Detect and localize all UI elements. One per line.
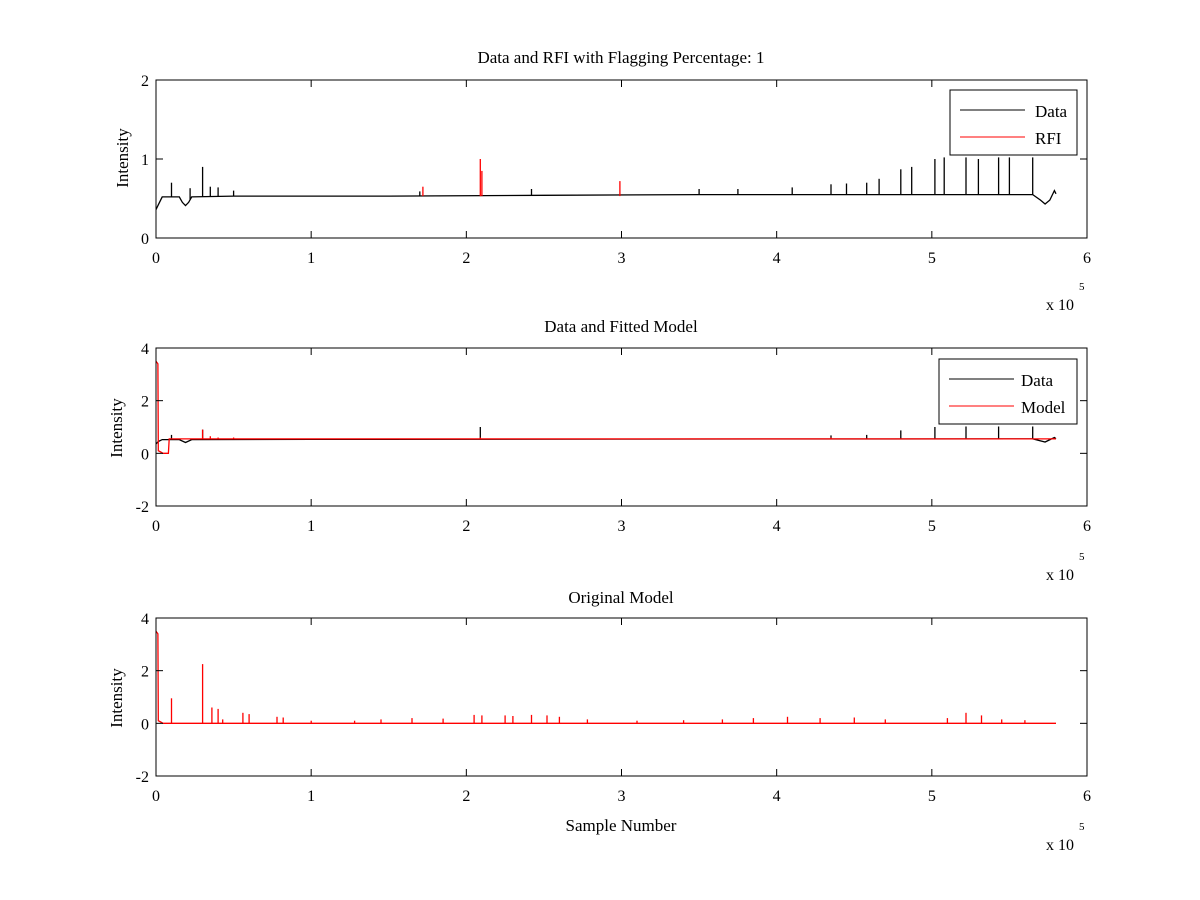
panel-1-ytick-label: 2	[141, 73, 149, 90]
panel-2-x-scale-label: x 10	[1046, 567, 1074, 584]
panel-1-xtick-label: 1	[307, 250, 315, 267]
panel-2-ylabel: Intensity	[107, 398, 126, 458]
panel-1-axes-frame	[155, 79, 1088, 239]
panel-1-legend-box	[949, 89, 1078, 156]
panel-1-ytick-label: 0	[141, 231, 149, 248]
panel-3-xtick-label: 5	[928, 788, 936, 805]
panel-3-ylabel: Intensity	[107, 668, 126, 728]
panel-2-xtick-label: 5	[928, 518, 936, 535]
panel-1-legend-label-rfi: RFI	[1035, 129, 1062, 148]
panel-2-title: Data and Fitted Model	[544, 317, 698, 336]
panel-3-xtick-label: 4	[773, 788, 781, 805]
panel-3-xtick-label: 2	[462, 788, 470, 805]
panel-1-ylabel: Intensity	[113, 128, 132, 188]
panel-2-xtick-label: 0	[152, 518, 160, 535]
panel-1-x-scale-label: x 10	[1046, 297, 1074, 314]
panel-1-xtick-label: 2	[462, 250, 470, 267]
panel-3-xticks: 0 1 2 3 4 5 6	[152, 618, 1091, 805]
panel-1-xtick-label: 6	[1083, 250, 1091, 267]
panel-1-xtick-label: 3	[618, 250, 626, 267]
panel-1-ytick-label: 1	[141, 152, 149, 169]
panel-1-xticks: 0 1 2 3 4 5 6	[152, 80, 1091, 267]
panel-2-axes-frame	[155, 347, 1088, 507]
panel-2-ytick-label: 4	[141, 341, 149, 358]
panel-3-title: Original Model	[568, 588, 674, 607]
panel-3-xtick-label: 6	[1083, 788, 1091, 805]
panel-1-plot	[155, 157, 1057, 210]
panel-3-axes-frame	[155, 617, 1088, 777]
panel-2-legend-box	[938, 358, 1078, 425]
panel-3-xtick-label: 3	[618, 788, 626, 805]
panel-2-ytick-label: 0	[141, 446, 149, 463]
panel-3-xtick-label: 0	[152, 788, 160, 805]
panel-2-xtick-label: 2	[462, 518, 470, 535]
panel-3-ytick-label: -2	[136, 769, 149, 786]
panel-1-xtick-label: 5	[928, 250, 936, 267]
panel-3-xtick-label: 1	[307, 788, 315, 805]
panel-1-title: Data and RFI with Flagging Percentage: 1	[477, 48, 764, 67]
panel-2-xtick-label: 4	[773, 518, 781, 535]
panel-2-plot	[155, 360, 1057, 454]
panel-2-xtick-label: 1	[307, 518, 315, 535]
panel-3-xlabel: Sample Number	[566, 816, 677, 835]
panel-3-ytick-label: 2	[141, 664, 149, 681]
panel-2-ytick-label: -2	[136, 499, 149, 516]
panel-1-series-data-line	[155, 189, 1057, 210]
panel-1: Data and RFI with Flagging Percentage: 1…	[113, 48, 1091, 314]
panel-1-legend: Data RFI	[949, 89, 1078, 156]
panel-1-xtick-label: 4	[773, 250, 781, 267]
panel-3-plot	[155, 630, 1056, 724]
panel-2-legend: Data Model	[938, 358, 1078, 425]
panel-2-x-scale-exponent: 5	[1079, 551, 1085, 563]
panel-2-xtick-label: 3	[618, 518, 626, 535]
panel-2-legend-label-data: Data	[1021, 371, 1054, 390]
panel-3: Original Model Intensity Sample Number 0…	[107, 588, 1091, 854]
panel-1-x-scale-exponent: 5	[1079, 281, 1085, 293]
panel-2-series-model-line	[155, 360, 1056, 454]
panel-3-ytick-label: 0	[141, 716, 149, 733]
panel-3-ytick-label: 4	[141, 611, 149, 628]
panel-3-x-scale-label: x 10	[1046, 837, 1074, 854]
panel-1-xtick-label: 0	[152, 250, 160, 267]
panel-2-ytick-label: 2	[141, 394, 149, 411]
panel-2-legend-label-model: Model	[1021, 398, 1066, 417]
panel-2-xtick-label: 6	[1083, 518, 1091, 535]
panel-3-x-scale-exponent: 5	[1079, 821, 1085, 833]
panel-1-legend-label-data: Data	[1035, 102, 1068, 121]
